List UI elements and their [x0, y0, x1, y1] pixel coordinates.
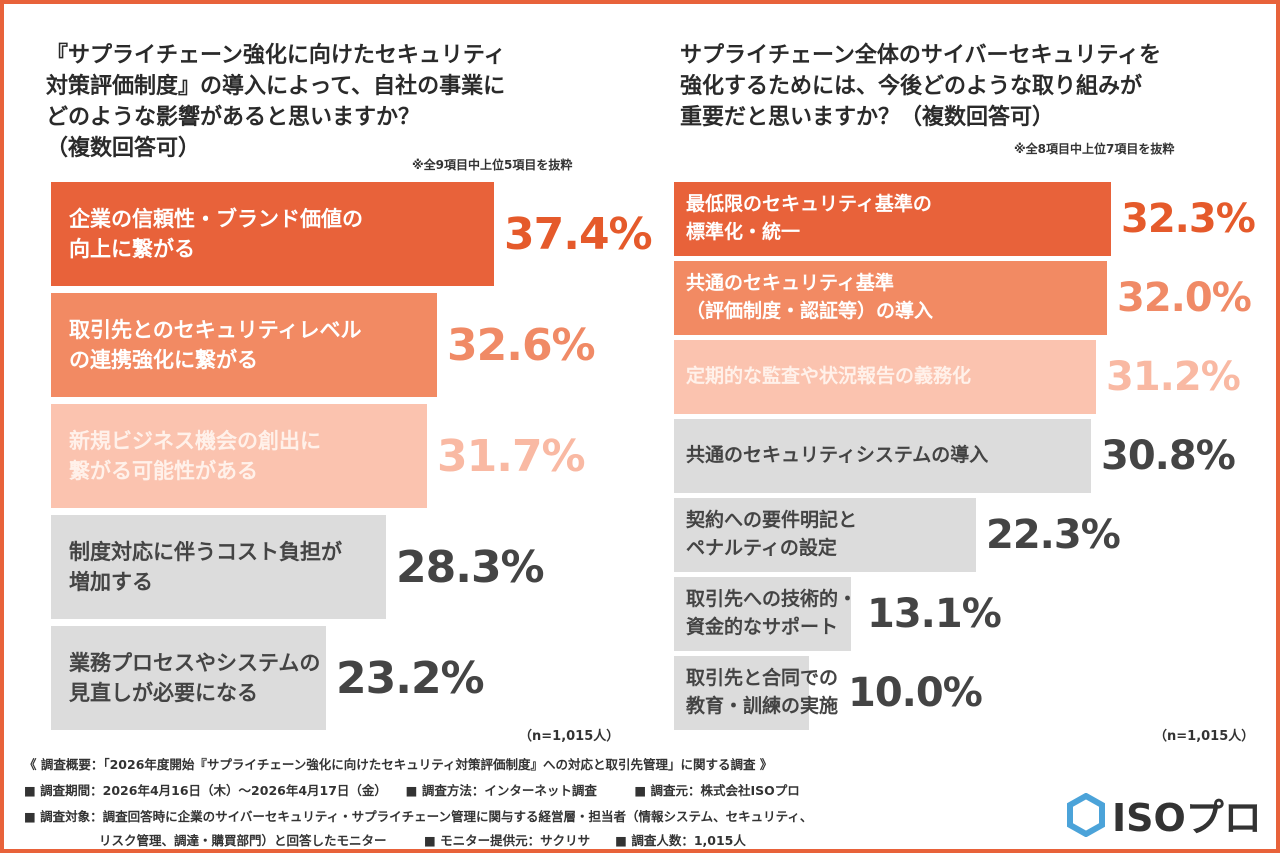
left-sample-size: （n=1,015人） — [519, 729, 620, 744]
footer-line-4: リスク管理、調達・購買部門）と回答したモニター ■ モニター提供元：サクリサ ■… — [24, 833, 746, 848]
footer-line-3: ■ 調査対象：調査回答時に企業のサイバーセキュリティ・サプライチェーン管理に関与… — [24, 809, 813, 824]
footer-line-2: ■ 調査期間：2026年4月16日（木）～2026年4月17日（金） ■ 調査方… — [24, 783, 800, 798]
bar-3: 定期的な監査や状況報告の義務化 31.2% — [674, 340, 1241, 414]
bar-4: 制度対応に伴うコスト負担が 増加する 28.3% — [51, 515, 545, 619]
right-title: サプライチェーン全体のサイバーセキュリティを 強化するためには、今後どのような取… — [680, 43, 1162, 130]
bar-2: 取引先とのセキュリティレベル の連携強化に繋がる 32.6% — [51, 293, 596, 397]
bar-value-label: 32.0% — [1117, 275, 1252, 321]
bar-value-label: 30.8% — [1101, 433, 1236, 479]
bar-label: 最低限のセキュリティ基準の 標準化・統一 — [686, 193, 932, 243]
hexagon-icon — [1067, 792, 1105, 837]
right-note: ※全8項目中上位7項目を抜粋 — [1014, 142, 1175, 156]
bar-label: 定期的な監査や状況報告の義務化 — [686, 365, 972, 388]
bar-7: 取引先と合同での 教育・訓練の実施 10.0% — [674, 656, 983, 730]
bar-value-label: 28.3% — [396, 541, 545, 593]
right-sample-size: （n=1,015人） — [1154, 729, 1255, 744]
bar-6: 取引先への技術的・ 資金的なサポート 13.1% — [674, 577, 1002, 651]
bar-value-label: 31.7% — [437, 430, 586, 482]
bar-value-label: 13.1% — [867, 591, 1002, 637]
isopro-logo: ISOプロ — [1066, 787, 1262, 842]
bar-value-label: 37.4% — [504, 208, 653, 260]
bar-label: 業務プロセスやシステムの 見直しが必要になる — [69, 650, 321, 705]
bar-value-label: 23.2% — [336, 652, 485, 704]
bar-value-label: 32.3% — [1121, 196, 1256, 242]
bar-5: 業務プロセスやシステムの 見直しが必要になる 23.2% — [51, 626, 485, 730]
bar-value-label: 22.3% — [986, 512, 1121, 558]
footer-line-1: 《 調査概要：「2026年度開始『サプライチェーン強化に向けたセキュリティ対策評… — [24, 757, 773, 772]
bar-value-label: 31.2% — [1106, 354, 1241, 400]
bar-label: 取引先とのセキュリティレベル の連携強化に繋がる — [69, 317, 362, 372]
bar-value-label: 10.0% — [848, 670, 983, 716]
logo-text: ISOプロ — [1112, 796, 1262, 840]
bar-1: 企業の信頼性・ブランド価値の 向上に繋がる 37.4% — [51, 182, 653, 286]
bar-label: 取引先への技術的・ 資金的なサポート — [686, 588, 858, 638]
bar-label: 共通のセキュリティ基準 （評価制度・認証等）の導入 — [686, 272, 934, 322]
bar-label: 新規ビジネス機会の創出に 繋がる可能性がある — [69, 428, 321, 483]
bar-label: 企業の信頼性・ブランド価値の 向上に繋がる — [69, 206, 363, 261]
left-title: 『サプライチェーン強化に向けたセキュリティ 対策評価制度』の導入によって、自社の… — [46, 43, 506, 161]
bar-5: 契約への要件明記と ペナルティの設定 22.3% — [674, 498, 1121, 572]
bar-2: 共通のセキュリティ基準 （評価制度・認証等）の導入 32.0% — [674, 261, 1252, 335]
bar-label: 契約への要件明記と ペナルティの設定 — [686, 509, 858, 559]
bar-label: 制度対応に伴うコスト負担が 増加する — [69, 539, 342, 594]
bar-4: 共通のセキュリティシステムの導入 30.8% — [674, 419, 1236, 493]
bar-1: 最低限のセキュリティ基準の 標準化・統一 32.3% — [674, 182, 1256, 256]
bar-3: 新規ビジネス機会の創出に 繋がる可能性がある 31.7% — [51, 404, 586, 508]
bar-value-label: 32.6% — [447, 319, 596, 371]
bar-label: 共通のセキュリティシステムの導入 — [686, 444, 989, 467]
bar-label: 取引先と合同での 教育・訓練の実施 — [686, 667, 839, 717]
left-note: ※全9項目中上位5項目を抜粋 — [412, 158, 573, 172]
